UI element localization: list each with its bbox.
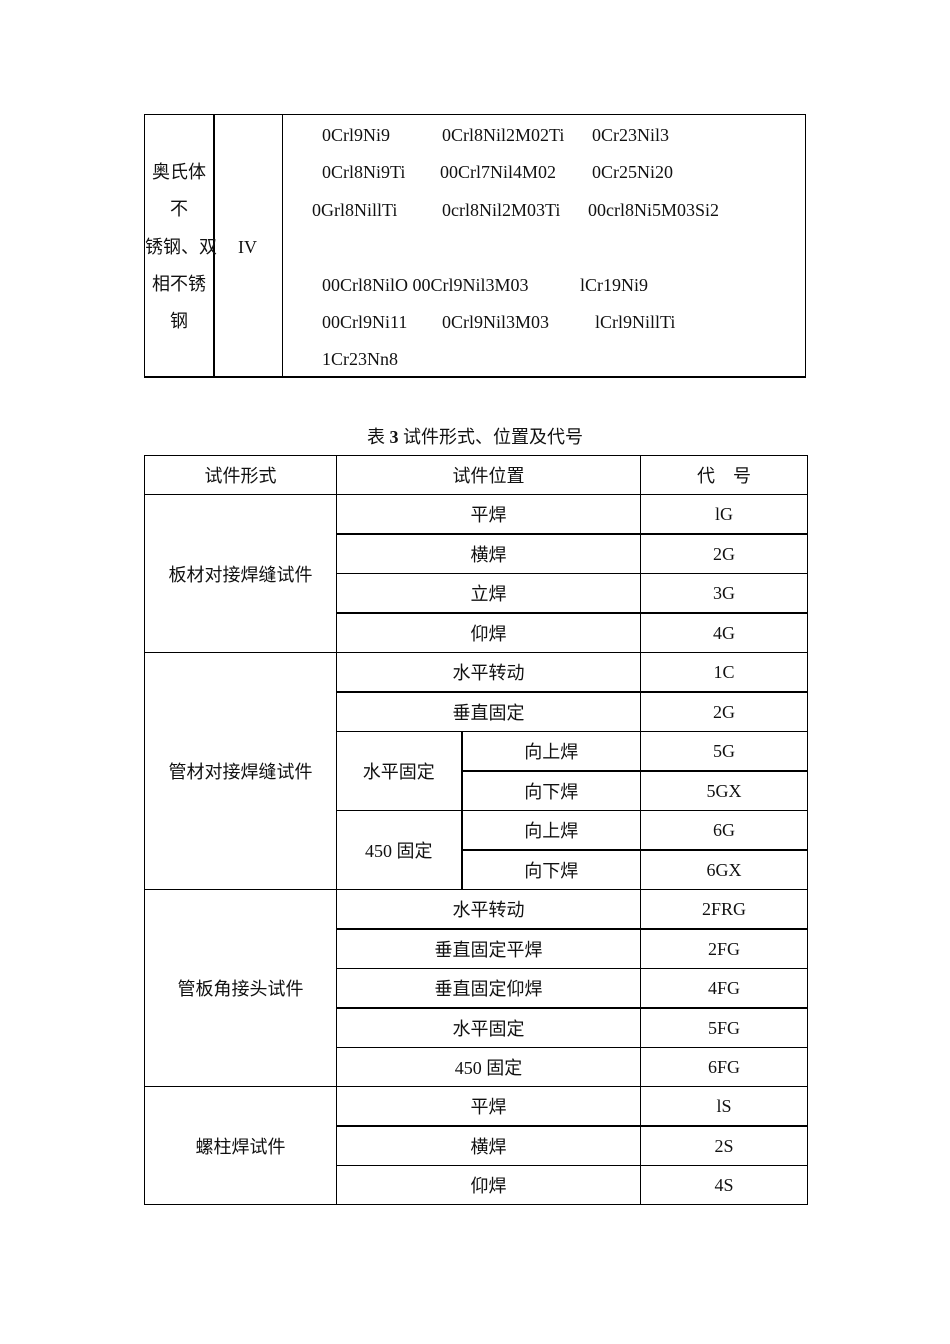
category-line: 相不锈 (152, 274, 206, 294)
position-cell: 平焊 (336, 494, 641, 535)
position-cell: 向上焊 (461, 731, 641, 772)
material-grade: 0Crl9Nil3M03 (442, 312, 550, 332)
table-row: 450 固定 向上焊 6G (145, 810, 808, 890)
category-line: 奥氏体 (152, 162, 206, 182)
form-cell: 管板角接头试件 (144, 889, 337, 1087)
material-grade: 1Cr23Nn8 (322, 349, 398, 369)
position-cell: 垂直固定 (336, 691, 641, 732)
header-row: 试件形式 试件位置代 号 (144, 455, 808, 495)
code-cell: 6FG (640, 1047, 808, 1087)
material-grade: 00crl8Ni5M03Si2 (588, 200, 720, 220)
table-row: 仰焊 4G (145, 612, 808, 653)
material-grade: 00Crl9Ni11 (322, 312, 408, 332)
table-caption: 表 3 试件形式、位置及代号 (0, 423, 950, 449)
table-row: 横焊 2S (145, 1125, 808, 1166)
material-grade: 0Crl8Nil2M02Ti (442, 125, 565, 145)
code-cell: 2FG (640, 928, 808, 969)
category-line: 钢 (170, 311, 188, 331)
position-cell: 仰焊 (336, 1165, 641, 1205)
table-row: 板材对接焊缝试件 平焊 lG (144, 494, 808, 653)
material-grade: lCrl9NillTi (595, 312, 676, 332)
form-cell: 板材对接焊缝试件 (144, 494, 337, 653)
code-cell: 2G (640, 691, 808, 732)
code-cell: 5G (640, 731, 808, 772)
table-row: 管板角接头试件 水平转动 2FRG (144, 889, 808, 1087)
material-grade: 0crl8Nil2M03Ti (442, 200, 561, 220)
grade-value: IV (238, 237, 257, 257)
table-row: 螺柱焊试件 平焊 lS (144, 1086, 808, 1205)
code-cell: 2G (640, 533, 808, 574)
caption-prefix: 表 (367, 427, 390, 447)
position-cell: 水平转动 (336, 652, 641, 693)
material-grade: 0Crl8Ni9Ti (322, 162, 406, 182)
position-cell: 水平转动 (336, 889, 641, 930)
position-cell: 立焊 (336, 573, 641, 614)
table-row: 水平固定 向上焊 5G (145, 731, 808, 811)
caption-number: 3 (389, 427, 399, 447)
code-cell: 4S (640, 1165, 808, 1205)
form-cell: 管材对接焊缝试件 (144, 652, 337, 890)
position-group-cell: 水平固定 (336, 731, 463, 811)
position-cell: 横焊 (336, 533, 641, 574)
header-code: 代 号 (640, 455, 808, 495)
category-line: 锈钢、双 (145, 237, 217, 257)
category-line: 不 (170, 199, 188, 219)
position-cell: 仰焊 (336, 612, 641, 653)
specimen-table: 试件形式 试件位置代 号板材对接焊缝试件 平焊 lG 横焊 2G 立焊 3G 仰焊 4G 管材对接焊… (144, 455, 808, 1205)
material-grade: 0Cr25Ni20 (592, 162, 673, 182)
material-grade: 0Grl8NillTi (312, 200, 398, 220)
code-cell: 4FG (640, 968, 808, 1009)
code-cell: 2FRG (640, 889, 808, 930)
table-row: 水平固定 5FG (145, 1007, 808, 1048)
position-cell: 平焊 (336, 1086, 641, 1127)
header-position: 试件位置 (336, 455, 641, 495)
table-row: 向下焊 6GX (145, 849, 808, 890)
position-cell: 横焊 (336, 1125, 641, 1166)
material-grade: 00Crl8NilO 00Crl9Nil3M03 (322, 275, 529, 295)
table-row: 450 固定 6FG (145, 1047, 808, 1087)
material-grade: 0Crl9Ni9 (322, 125, 391, 145)
code-cell: 3G (640, 573, 808, 614)
position-cell: 向下焊 (461, 849, 641, 890)
code-cell: 5FG (640, 1007, 808, 1048)
code-cell: lS (640, 1086, 808, 1127)
code-cell: 6G (640, 810, 808, 851)
material-grade: lCr19Ni9 (580, 275, 649, 295)
position-cell: 水平固定 (336, 1007, 641, 1048)
position-cell: 垂直固定平焊 (336, 928, 641, 969)
position-group-cell: 450 固定 (336, 810, 463, 890)
table-row: 管材对接焊缝试件 水平转动 1C (144, 652, 808, 890)
code-cell: 6GX (640, 849, 808, 890)
table-row: 横焊 2G (145, 533, 808, 574)
grade-cell (213, 115, 283, 376)
code-cell: 2S (640, 1125, 808, 1166)
steel-grade-table: 奥氏体 不 锈钢、双 相不锈 钢 IV 0Crl9Ni9 0Crl8Nil2M02… (144, 114, 806, 378)
code-cell: 4G (640, 612, 808, 653)
category-cell (145, 115, 215, 376)
position-cell: 450 固定 (336, 1047, 641, 1087)
table-row: 仰焊 4S (145, 1165, 808, 1205)
table-row: 向下焊 5GX (145, 770, 808, 811)
form-cell: 螺柱焊试件 (144, 1086, 337, 1205)
header-form: 试件形式 (144, 455, 337, 495)
material-grade: 0Cr23Nil3 (592, 125, 670, 145)
code-cell: lG (640, 494, 808, 535)
code-cell: 5GX (640, 770, 808, 811)
position-cell: 垂直固定仰焊 (336, 968, 641, 1009)
position-cell: 向下焊 (461, 770, 641, 811)
position-cell: 向上焊 (461, 810, 641, 851)
material-grade: 00Crl7Nil4M02 (440, 162, 557, 182)
table-row: 垂直固定 2G (145, 691, 808, 732)
code-cell: 1C (640, 652, 808, 693)
caption-text: 试件形式、位置及代号 (398, 427, 583, 447)
table-row: 垂直固定仰焊 4FG (145, 968, 808, 1009)
